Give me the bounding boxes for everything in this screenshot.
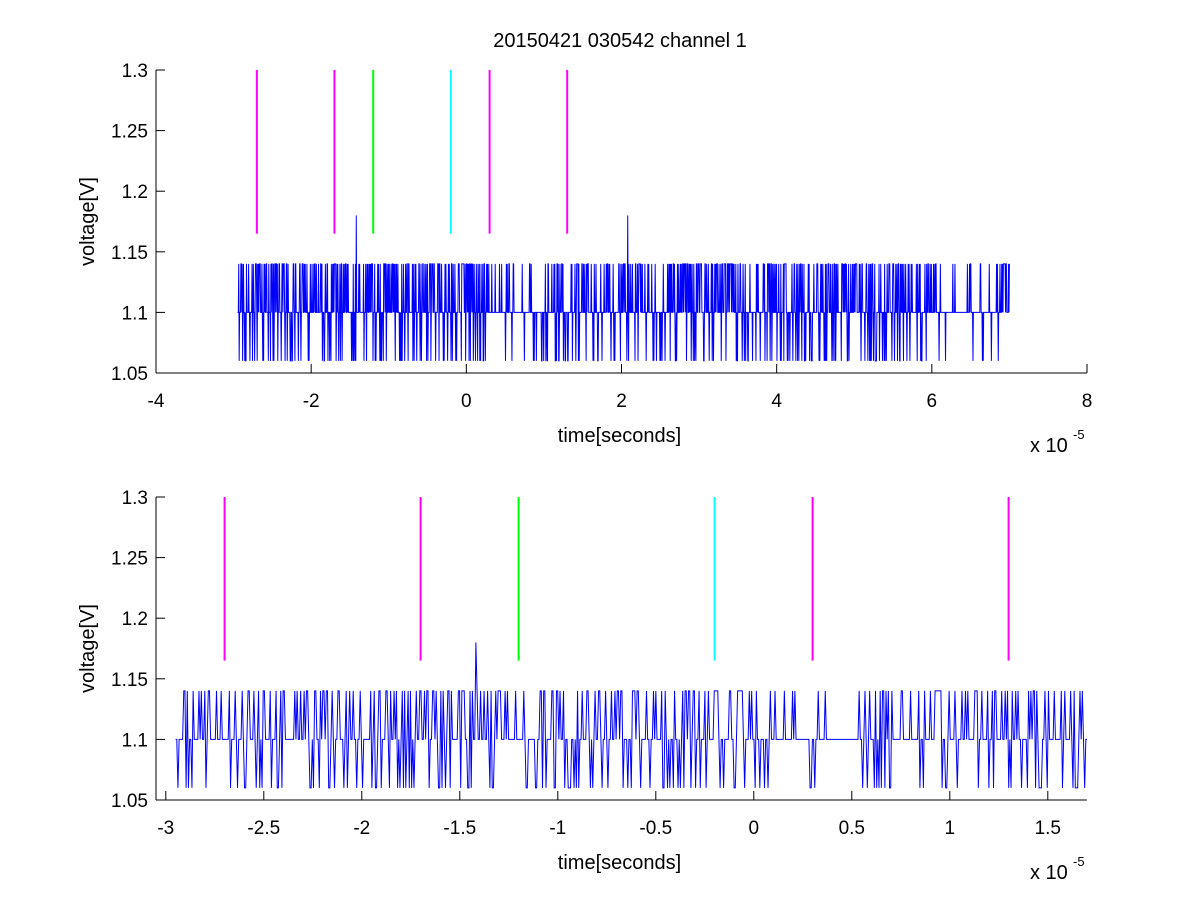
x-axis-multiplier-exponent: -5: [1073, 854, 1085, 869]
top-plot: 1.05 1.1 1.15 1.2 1.25 1.3 -4 -2 0 2 4 6 8 time[secon…: [77, 61, 1092, 457]
x-axis-label: time[seconds]: [558, 852, 681, 874]
x-tick-label: -2: [303, 391, 320, 412]
y-tick-label: 1.1: [122, 303, 148, 324]
series-line-voltage: [175, 642, 1087, 789]
x-tick-label: -4: [148, 391, 165, 412]
y-tick-label: 1.05: [111, 791, 148, 812]
y-tick-label: 1.2: [122, 609, 148, 630]
x-tick-label: 8: [1082, 391, 1093, 412]
bottom-plot: 1.05 1.1 1.15 1.2 1.25 1.3 -3 -2.5 -2 -1.5 -1 -0.5 0…: [77, 488, 1087, 884]
x-axis-multiplier: x 10: [1030, 862, 1068, 884]
x-tick-label: 0: [749, 818, 760, 839]
y-tick-label: 1.25: [111, 122, 148, 143]
y-axis-label: voltage[V]: [77, 177, 99, 266]
x-tick-label: -3: [157, 818, 174, 839]
x-tick-label: -2.5: [247, 818, 280, 839]
y-tick-label: 1.25: [111, 549, 148, 570]
y-tick-label: 1.2: [122, 182, 148, 203]
x-axis-multiplier: x 10: [1030, 435, 1068, 457]
x-tick-label: 1: [945, 818, 956, 839]
series-line-voltage: [237, 215, 1010, 362]
x-tick-label: 1.5: [1035, 818, 1061, 839]
y-axis-label: voltage[V]: [77, 604, 99, 693]
x-tick-label: 4: [771, 391, 782, 412]
y-tick-label: 1.3: [122, 488, 148, 509]
y-tick-label: 1.3: [122, 61, 148, 82]
x-tick-label: -1.5: [443, 818, 476, 839]
y-tick-label: 1.1: [122, 730, 148, 751]
x-axis-label: time[seconds]: [558, 425, 681, 447]
x-tick-label: 0.5: [839, 818, 865, 839]
y-tick-label: 1.15: [111, 243, 148, 264]
y-tick-label: 1.05: [111, 364, 148, 385]
x-axis-multiplier-exponent: -5: [1073, 427, 1085, 442]
x-tick-label: 0: [461, 391, 472, 412]
x-tick-label: -2: [353, 818, 370, 839]
x-tick-label: 2: [616, 391, 627, 412]
y-tick-label: 1.15: [111, 670, 148, 691]
figure-title: 20150421 030542 channel 1: [493, 30, 747, 52]
x-tick-label: -1: [549, 818, 566, 839]
x-tick-label: -0.5: [639, 818, 672, 839]
x-tick-label: 6: [927, 391, 938, 412]
